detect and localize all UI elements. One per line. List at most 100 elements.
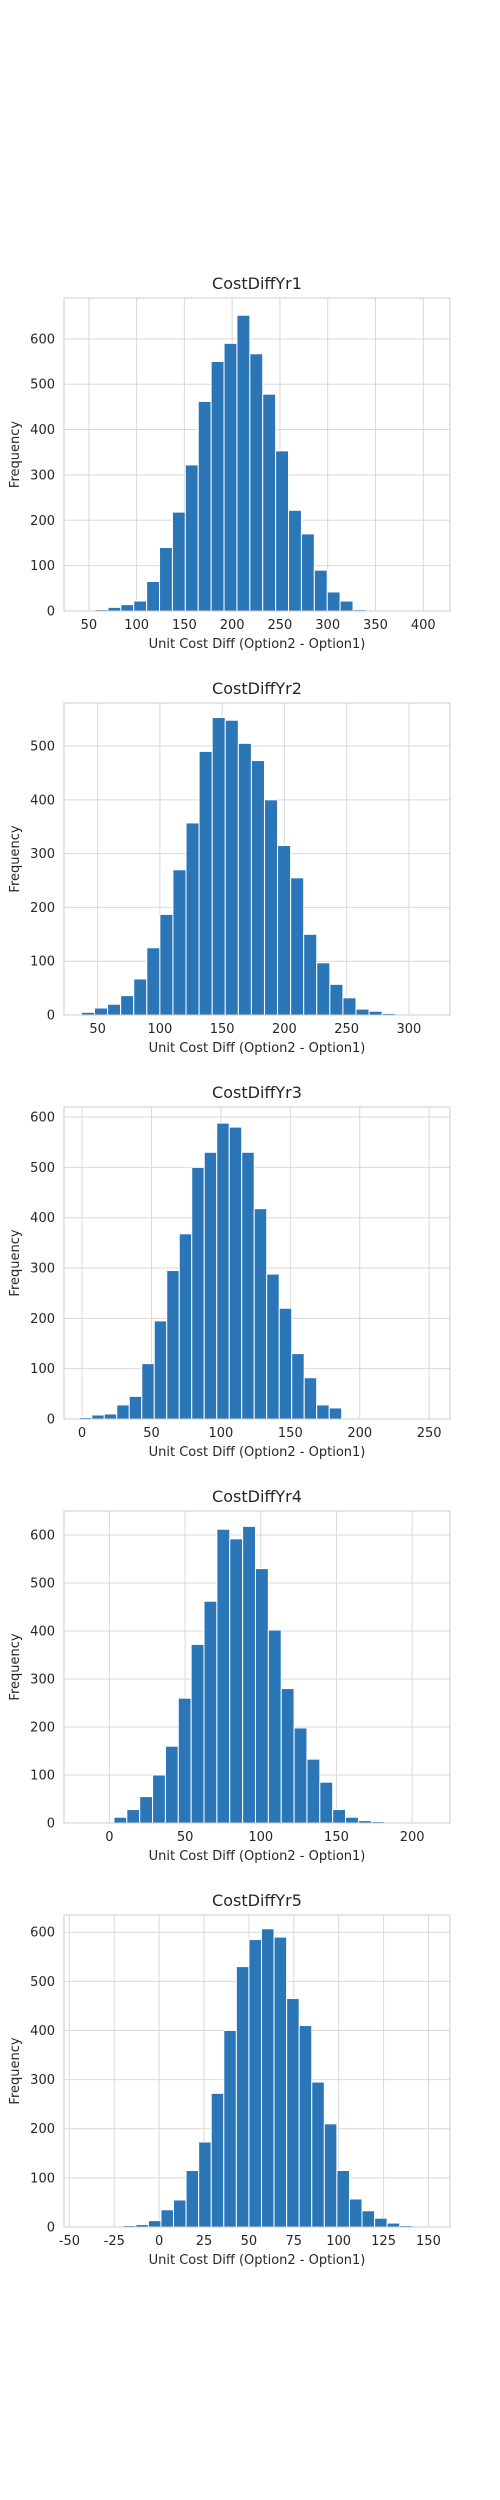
chart-title: CostDiffYr1 bbox=[212, 274, 302, 293]
histogram-bar bbox=[339, 600, 354, 612]
y-tick-label: 200 bbox=[30, 514, 55, 529]
histogram-bar bbox=[159, 913, 174, 1016]
histogram-bar bbox=[103, 1413, 118, 1420]
histogram-bar bbox=[128, 1395, 143, 1420]
histogram-bar bbox=[361, 2210, 376, 2228]
histogram-bar bbox=[311, 2081, 325, 2228]
histogram-bar bbox=[223, 2029, 237, 2228]
y-tick-label: 100 bbox=[30, 955, 55, 970]
histogram-bar bbox=[250, 760, 265, 1016]
histogram-panel-5: -50 -25 0 25 50 75 100 125 150 0 100 200 300 400 500 60… bbox=[8, 1891, 451, 2268]
x-tick-label: 100 bbox=[147, 1022, 172, 1037]
histogram-bar bbox=[319, 1781, 334, 1824]
chart-title: CostDiffYr3 bbox=[212, 1083, 302, 1102]
y-tick-label: 400 bbox=[30, 1211, 55, 1226]
histogram-bar bbox=[374, 2217, 388, 2228]
y-axis-label: Frequency bbox=[8, 825, 23, 892]
histogram-bar bbox=[326, 591, 341, 612]
histogram-bar bbox=[316, 962, 331, 1016]
histogram-bar bbox=[120, 995, 135, 1016]
histogram-bar bbox=[342, 997, 357, 1016]
histogram-bar bbox=[185, 822, 200, 1016]
x-tick-label: 200 bbox=[272, 1022, 297, 1037]
histogram-bar bbox=[146, 581, 161, 612]
chart-title: CostDiffYr4 bbox=[212, 1487, 302, 1506]
x-tick-label: 50 bbox=[81, 618, 98, 633]
y-axis-label: Frequency bbox=[8, 421, 23, 488]
histogram-bar bbox=[248, 1939, 262, 2228]
histogram-bar bbox=[236, 314, 251, 612]
histogram-panel-3: 0 50 100 150 200 250 0 100 200 300 400 500 600 CostDi… bbox=[8, 1083, 451, 1460]
x-tick-label: 150 bbox=[172, 618, 197, 633]
histogram-bar bbox=[216, 1122, 230, 1420]
y-tick-label: 600 bbox=[30, 1529, 55, 1544]
x-tick-label: 50 bbox=[241, 2234, 258, 2249]
x-tick-label: 150 bbox=[278, 1426, 303, 1441]
x-tick-label: 150 bbox=[416, 2234, 441, 2249]
histogram-bar bbox=[216, 1528, 231, 1824]
histogram-bar bbox=[224, 719, 239, 1016]
x-tick-label: 125 bbox=[371, 2234, 396, 2249]
histogram-bar bbox=[288, 509, 302, 612]
x-tick-label: 50 bbox=[143, 1426, 160, 1441]
x-tick-label: -25 bbox=[104, 2234, 125, 2249]
chart-title: CostDiffYr2 bbox=[212, 679, 302, 698]
histogram-bar bbox=[185, 2169, 200, 2228]
y-tick-label: 500 bbox=[30, 740, 55, 755]
histogram-bar bbox=[241, 1151, 255, 1420]
histogram-bar bbox=[266, 1273, 280, 1420]
histogram-bar bbox=[160, 2209, 175, 2228]
x-tick-label: 100 bbox=[208, 1426, 233, 1441]
histogram-bar bbox=[190, 1643, 205, 1824]
histogram-bar bbox=[336, 2169, 350, 2228]
histogram-bar bbox=[141, 1363, 155, 1420]
histogram-bar bbox=[306, 1758, 321, 1824]
x-tick-label: 400 bbox=[411, 618, 436, 633]
x-tick-label: 250 bbox=[268, 618, 293, 633]
histogram-bar bbox=[298, 2025, 313, 2228]
histogram-bar bbox=[253, 1208, 268, 1420]
y-tick-label: 400 bbox=[30, 2024, 55, 2039]
histogram-bar bbox=[91, 1414, 105, 1420]
histogram-bar bbox=[94, 1007, 109, 1016]
histogram-bar bbox=[303, 1377, 318, 1420]
histogram-bar bbox=[203, 1600, 218, 1824]
histogram-bar bbox=[166, 1270, 180, 1420]
y-tick-label: 600 bbox=[30, 332, 55, 347]
histogram-bar bbox=[203, 1151, 218, 1420]
histogram-bar bbox=[146, 947, 161, 1016]
y-tick-label: 200 bbox=[30, 1721, 55, 1736]
histogram-bar bbox=[291, 1353, 305, 1420]
x-tick-label: 300 bbox=[315, 618, 340, 633]
x-tick-label: 200 bbox=[347, 1426, 372, 1441]
y-tick-label: 500 bbox=[30, 1975, 55, 1990]
y-tick-label: 200 bbox=[30, 1312, 55, 1327]
y-tick-label: 100 bbox=[30, 2171, 55, 2186]
histogram-bar bbox=[210, 2092, 225, 2228]
histogram-panel-4: 0 50 100 150 200 0 100 200 300 400 500 600 CostDiffY… bbox=[8, 1487, 451, 1864]
histogram-bar bbox=[184, 464, 199, 612]
histogram-bar bbox=[159, 546, 173, 612]
histogram-bar bbox=[198, 750, 213, 1016]
histogram-bar bbox=[210, 361, 225, 612]
histogram-bar bbox=[313, 569, 328, 612]
histogram-bar bbox=[262, 393, 277, 612]
histogram-bar bbox=[303, 933, 318, 1016]
histogram-bar bbox=[275, 450, 290, 612]
histogram-bar bbox=[173, 2199, 187, 2228]
histogram-bar bbox=[178, 1233, 193, 1420]
histogram-bar bbox=[113, 1816, 128, 1824]
histogram-bar bbox=[386, 2222, 401, 2228]
y-tick-label: 300 bbox=[30, 468, 55, 483]
histogram-bar bbox=[147, 2220, 162, 2228]
histogram-bar bbox=[107, 1003, 122, 1016]
histogram-bar bbox=[211, 717, 226, 1016]
y-tick-label: 0 bbox=[47, 1817, 55, 1832]
histogram-bar bbox=[116, 1404, 130, 1420]
y-tick-label: 400 bbox=[30, 1625, 55, 1640]
x-tick-label: 50 bbox=[89, 1022, 106, 1037]
histogram-bar bbox=[260, 1928, 275, 2228]
x-axis-label: Unit Cost Diff (Option2 - Option1) bbox=[149, 1445, 366, 1460]
histogram-bar bbox=[191, 1166, 205, 1420]
